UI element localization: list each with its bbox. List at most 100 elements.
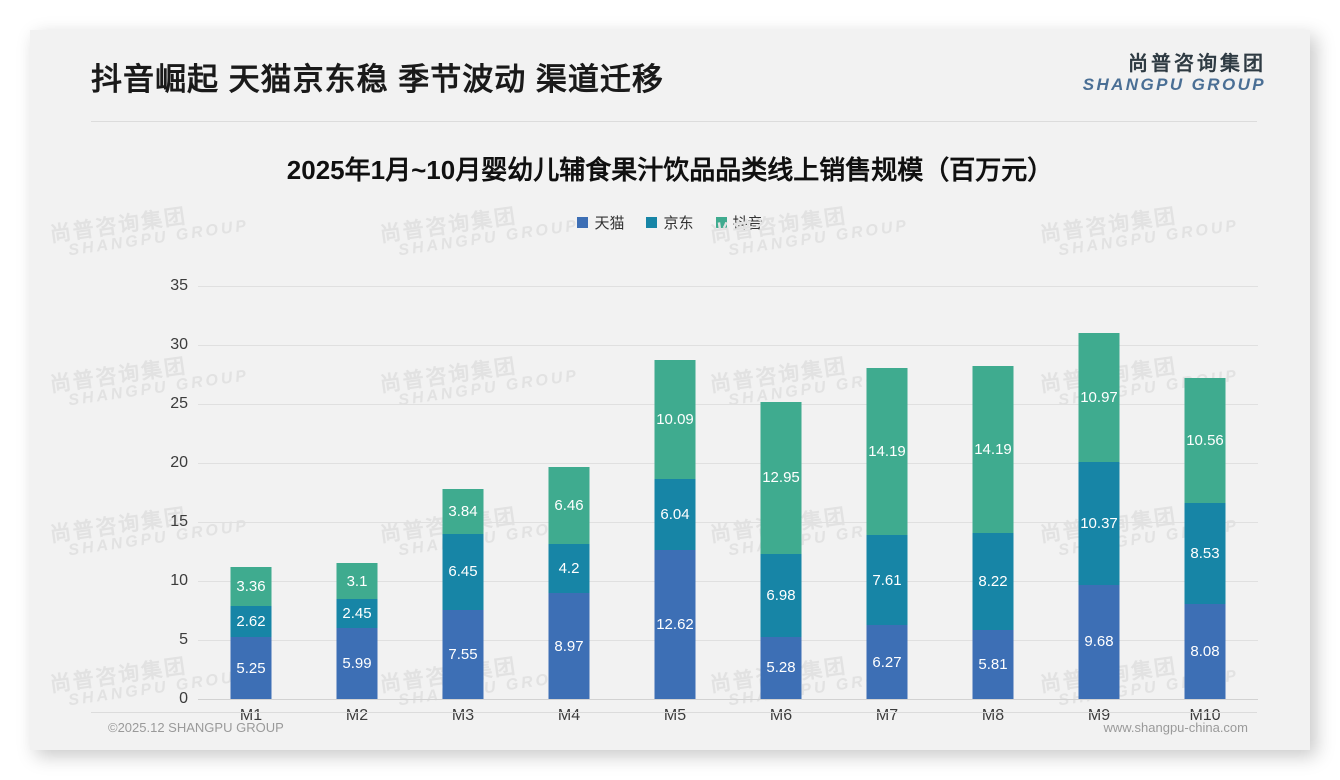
legend-item-抖音[interactable]: 抖音: [715, 212, 763, 233]
bar-value-label: 7.55: [448, 645, 478, 663]
bar-segment-抖音[interactable]: 10.56: [1184, 378, 1226, 504]
bar-group-M3[interactable]: 7.55 6.45 3.84 M3: [410, 286, 516, 724]
footer-copyright: ©2025.12 SHANGPU GROUP: [108, 720, 284, 735]
x-axis-tick-label: M4: [557, 707, 581, 724]
bar-group-M9[interactable]: 9.68 10.37 10.97 M9: [1046, 286, 1152, 724]
chart-plot-bars: 5.25 2.62 3.36 M1 5.99 2.45 3.1 M2 7.55 6.45 3.84 M…: [198, 286, 1258, 724]
bar-group-M10[interactable]: 8.08 8.53 10.56 M10: [1152, 286, 1258, 724]
gridline: [198, 286, 1258, 287]
bar-segment-天猫[interactable]: 8.97: [548, 593, 590, 699]
bar-value-label: 7.61: [872, 571, 902, 589]
bar-segment-天猫[interactable]: 5.25: [230, 637, 272, 699]
bar-segment-京东[interactable]: 2.62: [230, 606, 272, 638]
bar-value-label: 14.19: [974, 441, 1012, 459]
legend-label: 京东: [663, 215, 694, 232]
slide-header: 抖音崛起 天猫京东稳 季节波动 渠道迁移 尚普咨询集团 SHANGPU GROU…: [30, 30, 1310, 122]
bar-stack: 8.97 4.2 6.46: [548, 467, 590, 699]
bar-segment-抖音[interactable]: 12.95: [760, 401, 802, 555]
x-axis-tick-label: M2: [345, 707, 369, 724]
header-divider: [91, 121, 1257, 122]
bar-segment-京东[interactable]: 8.22: [972, 533, 1014, 631]
bar-segment-天猫[interactable]: 8.08: [1184, 603, 1226, 699]
bar-segment-天猫[interactable]: 7.55: [442, 609, 484, 699]
bar-segment-京东[interactable]: 4.2: [548, 543, 590, 594]
bar-stack: 5.81 8.22 14.19: [972, 366, 1014, 699]
bar-segment-天猫[interactable]: 6.27: [866, 625, 908, 699]
legend-item-京东[interactable]: 京东: [646, 212, 694, 233]
x-axis-tick-label: M5: [663, 707, 687, 724]
bar-segment-京东[interactable]: 8.53: [1184, 503, 1226, 604]
bar-value-label: 5.28: [766, 659, 796, 677]
bar-value-label: 9.68: [1084, 633, 1114, 651]
slide-card: 抖音崛起 天猫京东稳 季节波动 渠道迁移 尚普咨询集团 SHANGPU GROU…: [30, 30, 1310, 750]
chart-title: 2025年1月~10月婴幼儿辅食果汁饮品品类线上销售规模（百万元）: [286, 155, 1054, 185]
bar-segment-抖音[interactable]: 10.97: [1078, 332, 1120, 463]
gridline: [198, 640, 1258, 641]
gridline: [198, 345, 1258, 346]
bar-value-label: 12.95: [762, 469, 800, 487]
x-axis-tick-label: M7: [875, 707, 899, 724]
gridline: [198, 522, 1258, 523]
bar-value-label: 4.2: [558, 559, 580, 577]
legend-item-天猫[interactable]: 天猫: [577, 212, 624, 233]
brand-logo: 尚普咨询集团 SHANGPU GROUP: [1083, 54, 1266, 94]
y-axis-tick-label: 25: [170, 395, 188, 412]
bar-value-label: 8.22: [978, 573, 1008, 591]
bar-segment-天猫[interactable]: 5.99: [336, 628, 378, 699]
legend-swatch-icon: [715, 217, 727, 228]
gridline: [198, 581, 1258, 582]
bar-group-M1[interactable]: 5.25 2.62 3.36 M1: [198, 286, 304, 724]
bar-segment-京东[interactable]: 7.61: [866, 535, 908, 626]
bar-segment-抖音[interactable]: 3.84: [442, 488, 484, 534]
bar-segment-天猫[interactable]: 5.28: [760, 636, 802, 699]
bar-value-label: 5.99: [342, 655, 372, 673]
footer-website: www.shangpu-china.com: [1103, 720, 1248, 735]
bar-value-label: 6.45: [448, 563, 478, 581]
bar-stack: 5.99 2.45 3.1: [336, 562, 378, 699]
bar-group-M5[interactable]: 12.62 6.04 10.09 M5: [622, 286, 728, 724]
bar-value-label: 3.84: [448, 502, 478, 520]
x-axis-tick-label: M3: [451, 707, 475, 724]
bar-value-label: 8.08: [1190, 642, 1220, 660]
bar-group-M7[interactable]: 6.27 7.61 14.19 M7: [834, 286, 940, 724]
bar-value-label: 2.45: [342, 605, 372, 623]
bar-group-M2[interactable]: 5.99 2.45 3.1 M2: [304, 286, 410, 724]
y-axis-tick-label: 20: [170, 454, 188, 471]
bar-segment-抖音[interactable]: 10.09: [654, 359, 696, 479]
bar-segment-京东[interactable]: 6.04: [654, 478, 696, 551]
bar-value-label: 14.19: [868, 443, 906, 460]
y-axis-tick-label: 0: [179, 690, 188, 707]
bar-segment-天猫[interactable]: 9.68: [1078, 584, 1120, 699]
bar-value-label: 6.98: [766, 587, 796, 605]
bar-segment-抖音[interactable]: 14.19: [866, 367, 908, 536]
bar-value-label: 6.46: [554, 497, 584, 514]
footer-divider: [91, 712, 1257, 713]
legend-label: 天猫: [594, 215, 625, 232]
bar-segment-天猫[interactable]: 5.81: [972, 630, 1014, 699]
bar-value-label: 2.62: [236, 613, 266, 631]
bar-group-M4[interactable]: 8.97 4.2 6.46 M4: [516, 286, 622, 724]
bar-segment-抖音[interactable]: 3.36: [230, 566, 272, 607]
brand-name-en: SHANGPU GROUP: [1082, 75, 1266, 94]
bar-segment-京东[interactable]: 2.45: [336, 599, 378, 629]
chart-baseline: [198, 699, 1258, 700]
bar-segment-京东[interactable]: 6.98: [760, 554, 802, 637]
bar-segment-抖音[interactable]: 3.1: [336, 562, 378, 600]
bar-segment-抖音[interactable]: 6.46: [548, 467, 590, 544]
bar-value-label: 5.81: [978, 656, 1008, 674]
bar-segment-京东[interactable]: 6.45: [442, 533, 484, 610]
page-title: 抖音崛起 天猫京东稳 季节波动 渠道迁移: [91, 62, 664, 97]
y-axis-tick-label: 5: [179, 631, 188, 648]
bar-segment-抖音[interactable]: 14.19: [972, 366, 1014, 534]
bar-segment-天猫[interactable]: 12.62: [654, 550, 696, 699]
bar-stack: 5.28 6.98 12.95: [760, 401, 802, 699]
bar-stack: 5.25 2.62 3.36: [230, 566, 272, 699]
gridline: [198, 404, 1258, 405]
bar-group-M8[interactable]: 5.81 8.22 14.19 M8: [940, 286, 1046, 724]
bar-segment-京东[interactable]: 10.37: [1078, 462, 1120, 585]
bar-group-M6[interactable]: 5.28 6.98 12.95 M6: [728, 286, 834, 724]
